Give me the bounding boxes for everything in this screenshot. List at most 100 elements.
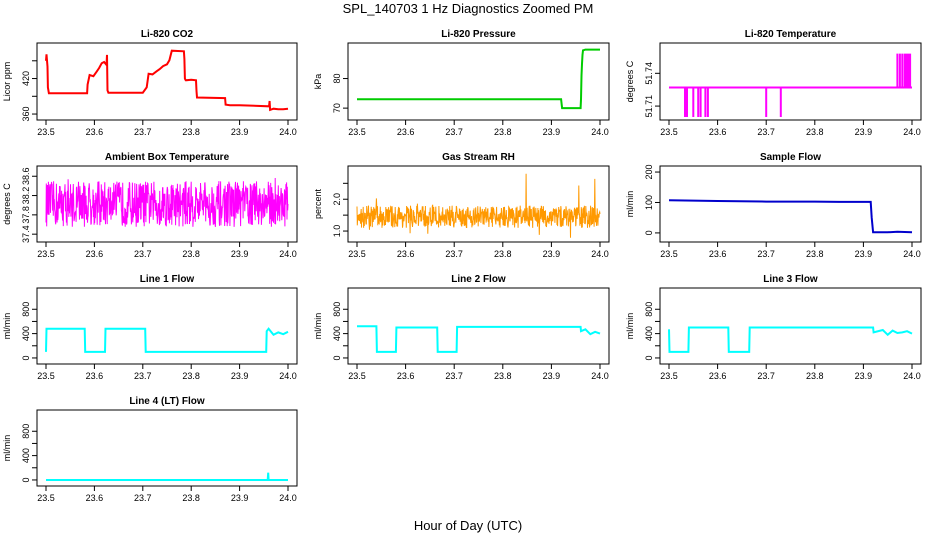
y-tick-label: 800	[21, 302, 31, 317]
x-tick-label: 23.6	[397, 249, 415, 259]
y-axis-label: degrees C	[625, 60, 635, 102]
x-tick-label: 23.7	[134, 493, 152, 503]
y-tick-label: 37.8	[21, 206, 31, 224]
y-tick-label: 0	[21, 477, 31, 482]
y-tick-label: 400	[21, 448, 31, 463]
series-line	[668, 199, 913, 234]
panel-title: Li-820 CO2	[141, 29, 194, 40]
series-line	[45, 327, 289, 353]
y-axis-label: ml/min	[2, 435, 12, 462]
x-tick-label: 23.7	[134, 127, 152, 137]
x-tick-label: 23.8	[182, 371, 200, 381]
plot-frame	[659, 42, 922, 121]
panel-title: Line 3 Flow	[763, 274, 818, 285]
x-tick-label: 23.7	[757, 127, 775, 137]
x-tick-label: 24.0	[903, 249, 921, 259]
x-tick-label: 24.0	[279, 493, 297, 503]
y-tick-label: 0	[332, 355, 342, 360]
y-tick-label: 800	[21, 424, 31, 439]
y-tick-label: 51.74	[644, 62, 654, 85]
y-axis-label: kPa	[313, 74, 323, 90]
y-tick-label: 37.4	[21, 225, 31, 243]
y-tick-label: 0	[644, 230, 654, 235]
x-tick-label: 23.7	[757, 249, 775, 259]
x-tick-label: 23.5	[348, 249, 366, 259]
x-tick-label: 24.0	[591, 249, 609, 259]
y-tick-label: 38.6	[21, 167, 31, 185]
series-line	[357, 325, 601, 353]
x-tick-label: 23.9	[855, 127, 873, 137]
x-tick-label: 23.8	[182, 249, 200, 259]
x-tick-label: 23.6	[86, 127, 104, 137]
y-tick-label: 800	[332, 302, 342, 317]
plot-frame	[36, 409, 298, 487]
y-tick-label: 200	[644, 165, 654, 180]
x-tick-label: 24.0	[279, 249, 297, 259]
x-tick-label: 23.6	[397, 127, 415, 137]
y-tick-label: 0	[644, 355, 654, 360]
plot-frame	[36, 165, 298, 243]
panel-line4: Line 4 (LT) Flow ml/min 23.5 23.6 23.7 23.8 23…	[2, 396, 298, 503]
x-tick-label: 23.9	[543, 249, 561, 259]
x-tick-label: 23.5	[37, 127, 55, 137]
x-tick-label: 23.8	[494, 371, 512, 381]
x-tick-label: 23.9	[543, 371, 561, 381]
panel-sample-flow: Sample Flow ml/min 23.5 23.6 23.7 23.8 23.9 24.…	[625, 152, 922, 259]
x-tick-label: 23.5	[660, 127, 678, 137]
x-axis-caption: Hour of Day (UTC)	[413, 518, 523, 533]
x-tick-label: 23.6	[86, 493, 104, 503]
x-tick-label: 23.8	[806, 127, 824, 137]
panel-box-temp: Ambient Box Temperature degrees C 23.5 23.6…	[2, 152, 298, 259]
x-tick-label: 24.0	[903, 127, 921, 137]
x-tick-label: 23.9	[855, 371, 873, 381]
y-axis-label: ml/min	[625, 191, 635, 218]
y-tick-label: 400	[332, 326, 342, 341]
x-tick-label: 23.5	[348, 127, 366, 137]
y-axis-label: Licor ppm	[2, 62, 12, 102]
panel-title: Li-820 Temperature	[745, 29, 837, 40]
x-tick-label: 23.9	[231, 127, 249, 137]
series-line	[45, 49, 289, 112]
y-tick-label: 800	[644, 302, 654, 317]
x-tick-label: 23.9	[231, 371, 249, 381]
panel-pressure: Li-820 Pressure kPa 23.5 23.6 23.7 23.8 23.9 24…	[313, 29, 610, 137]
x-tick-label: 23.6	[709, 371, 727, 381]
x-tick-label: 23.6	[709, 249, 727, 259]
y-tick-label: 38.2	[21, 187, 31, 205]
x-tick-label: 23.5	[348, 371, 366, 381]
panel-co2: Li-820 CO2 Licor ppm 23.5 23.6 23.7 23.8 23.9 2…	[2, 29, 298, 137]
x-tick-label: 24.0	[903, 371, 921, 381]
y-tick-label: 400	[644, 326, 654, 341]
panel-title: Line 1 Flow	[140, 274, 195, 285]
x-tick-label: 23.5	[37, 249, 55, 259]
x-tick-label: 23.9	[543, 127, 561, 137]
y-tick-label: 100	[644, 195, 654, 210]
panel-title: Line 2 Flow	[451, 274, 506, 285]
x-tick-label: 23.6	[397, 371, 415, 381]
y-axis-label: ml/min	[625, 313, 635, 340]
series-line	[46, 472, 288, 481]
y-tick-label: 0	[21, 355, 31, 360]
series-line	[668, 326, 913, 353]
panel-title: Gas Stream RH	[442, 152, 515, 163]
x-tick-label: 23.8	[182, 493, 200, 503]
x-tick-label: 23.8	[806, 371, 824, 381]
x-tick-label: 23.8	[182, 127, 200, 137]
x-tick-label: 23.7	[445, 249, 463, 259]
y-axis-label: percent	[313, 188, 323, 219]
x-tick-label: 23.5	[37, 371, 55, 381]
panel-licor-temp: Li-820 Temperature degrees C 23.5 23.6 23.7 2…	[625, 29, 922, 137]
x-tick-label: 23.5	[660, 371, 678, 381]
figure-title: SPL_140703 1 Hz Diagnostics Zoomed PM	[342, 1, 594, 16]
series-line	[45, 177, 289, 227]
y-tick-label: 420	[21, 71, 31, 86]
plot-frame	[659, 165, 922, 243]
x-tick-label: 23.9	[231, 493, 249, 503]
x-tick-label: 24.0	[279, 371, 297, 381]
x-tick-label: 23.8	[806, 249, 824, 259]
y-axis-label: ml/min	[313, 313, 323, 340]
y-axis-label: degrees C	[2, 183, 12, 225]
series-line	[357, 48, 600, 110]
plot-frame	[36, 287, 298, 365]
